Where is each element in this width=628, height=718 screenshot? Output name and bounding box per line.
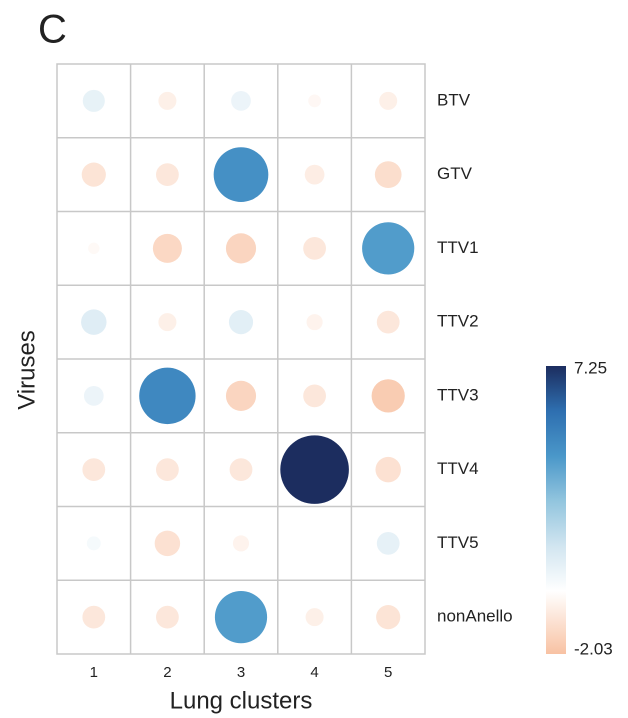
- bubble: [376, 531, 400, 555]
- bubble: [375, 456, 401, 483]
- bubble: [82, 89, 105, 112]
- bubble: [231, 91, 251, 111]
- bubble: [308, 94, 321, 108]
- bubble: [305, 608, 324, 627]
- bubble: [214, 591, 268, 644]
- bubble: [86, 536, 101, 551]
- row-label: nonAnello: [437, 607, 513, 626]
- bubble: [225, 233, 257, 264]
- row-label: TTV2: [437, 312, 479, 331]
- x-tick-label: 1: [90, 664, 98, 681]
- bubble: [280, 435, 349, 504]
- bubble: [154, 530, 181, 557]
- bubble: [225, 380, 257, 411]
- row-label: TTV1: [437, 238, 479, 257]
- bubble: [81, 309, 107, 335]
- colorbar-min-label: -2.03: [574, 639, 613, 658]
- row-label: TTV5: [437, 533, 479, 552]
- bubble: [371, 379, 405, 413]
- row-label: GTV: [437, 164, 473, 183]
- x-tick-label: 2: [163, 664, 171, 681]
- y-axis-label: Viruses: [13, 330, 40, 410]
- bubble: [152, 233, 182, 263]
- bubble: [376, 310, 400, 334]
- bubble: [156, 605, 179, 629]
- bubble: [213, 147, 269, 202]
- row-label: BTV: [437, 90, 471, 109]
- colorbar: [546, 366, 566, 654]
- bubble: [306, 314, 323, 331]
- bubble: [83, 386, 104, 406]
- bubble: [158, 313, 177, 332]
- bubble: [156, 458, 179, 482]
- x-tick-label: 3: [237, 664, 245, 681]
- bubble: [229, 458, 253, 482]
- panel-label: C: [38, 8, 67, 52]
- bubble: [82, 605, 106, 629]
- x-tick-label: 4: [310, 664, 318, 681]
- bubble: [156, 163, 179, 187]
- row-label: TTV3: [437, 385, 479, 404]
- bubble: [139, 367, 196, 425]
- bubble: [362, 222, 415, 275]
- bubble: [232, 535, 250, 552]
- bubble: [379, 91, 398, 110]
- bubble: [82, 458, 106, 482]
- x-tick-label: 5: [384, 664, 392, 681]
- bubble: [303, 384, 326, 408]
- bubble: [81, 162, 106, 187]
- bubble: [303, 236, 326, 260]
- bubble: [88, 242, 100, 255]
- bubble: [374, 161, 402, 188]
- bubble: [228, 310, 254, 335]
- bubble: [304, 164, 325, 185]
- bubble: [376, 605, 401, 630]
- x-axis-label: Lung clusters: [170, 687, 313, 714]
- row-label: TTV4: [437, 459, 479, 478]
- bubble: [158, 91, 177, 110]
- colorbar-max-label: 7.25: [574, 358, 607, 377]
